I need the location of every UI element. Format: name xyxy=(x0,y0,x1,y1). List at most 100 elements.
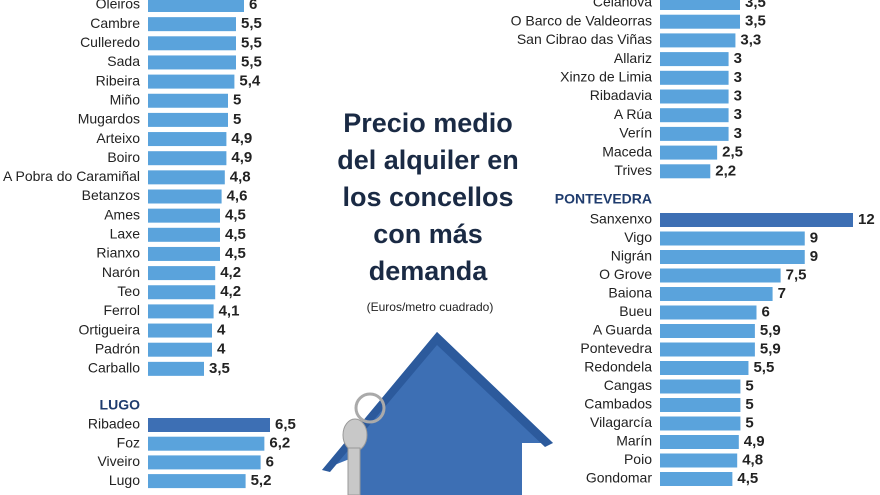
bar xyxy=(148,323,212,338)
category-label: Narón xyxy=(102,264,140,280)
value-label: 3 xyxy=(734,125,742,142)
value-label: 5,9 xyxy=(760,340,781,357)
bar xyxy=(660,89,729,104)
category-label: Cambre xyxy=(90,15,140,31)
value-label: 2,2 xyxy=(715,162,736,179)
category-label: Gondomar xyxy=(586,470,652,486)
category-label: Redondela xyxy=(584,359,652,375)
category-label: San Cibrao das Viñas xyxy=(517,31,652,47)
bar xyxy=(660,361,749,375)
bar xyxy=(148,361,204,376)
category-label: Baiona xyxy=(608,285,652,301)
bar xyxy=(148,227,220,242)
value-label: 6,5 xyxy=(275,416,296,433)
category-label: Ames xyxy=(104,206,140,222)
value-label: 6 xyxy=(266,453,274,470)
bar xyxy=(660,0,740,10)
category-label: Verín xyxy=(619,125,652,141)
category-label: Ribadavia xyxy=(590,87,652,103)
bar xyxy=(660,14,740,29)
value-label: 9 xyxy=(810,248,818,265)
value-label: 4 xyxy=(217,341,226,358)
category-label: Vilagarcía xyxy=(590,414,652,430)
category-label: A Pobra do Caramiñal xyxy=(3,168,140,184)
value-label: 2,5 xyxy=(722,144,743,161)
category-label: O Barco de Valdeorras xyxy=(511,12,652,28)
value-label: 4,9 xyxy=(231,130,252,147)
value-label: 5 xyxy=(233,111,241,128)
bar xyxy=(148,93,228,108)
category-label: Ribeira xyxy=(96,72,141,88)
bar xyxy=(148,474,246,489)
category-label: Teo xyxy=(117,283,140,299)
value-label: 4,2 xyxy=(220,283,241,300)
group-title: LUGO xyxy=(100,397,141,413)
bar xyxy=(660,268,781,283)
bar xyxy=(660,416,741,431)
bar xyxy=(148,208,220,223)
value-label: 4,6 xyxy=(227,187,248,204)
bar xyxy=(660,287,773,301)
bar xyxy=(660,305,757,320)
bar xyxy=(660,33,736,48)
value-label: 4,8 xyxy=(230,168,251,185)
chart-title: Precio medio xyxy=(343,108,513,138)
category-label: Cambados xyxy=(584,396,652,412)
category-label: Arteixo xyxy=(96,130,140,146)
category-label: Betanzos xyxy=(82,187,140,203)
value-label: 5 xyxy=(745,414,753,431)
value-label: 4,5 xyxy=(225,245,246,262)
bar xyxy=(660,126,729,141)
bar xyxy=(660,250,805,264)
house-icon xyxy=(322,332,553,495)
value-label: 3 xyxy=(734,87,742,104)
category-label: Carballo xyxy=(88,360,140,376)
category-label: Oleiros xyxy=(96,0,140,12)
category-label: Foz xyxy=(117,434,140,450)
bar xyxy=(148,151,227,166)
value-label: 9 xyxy=(810,229,818,246)
bar xyxy=(148,112,228,127)
bar xyxy=(148,74,235,89)
group-title: PONTEVEDRA xyxy=(555,191,652,207)
value-label: 6 xyxy=(249,0,257,13)
value-label: 5 xyxy=(745,396,753,413)
value-label: 7 xyxy=(778,285,786,302)
bar xyxy=(660,213,853,227)
category-label: Xinzo de Limia xyxy=(560,69,652,85)
chart-title: con más xyxy=(373,219,483,249)
category-label: Celanova xyxy=(593,0,652,10)
bar xyxy=(148,246,220,261)
value-label: 12 xyxy=(858,211,875,228)
value-label: 4,5 xyxy=(225,207,246,224)
value-label: 7,5 xyxy=(786,266,807,283)
category-label: A Rúa xyxy=(614,106,652,122)
bar xyxy=(148,189,222,204)
category-label: Rianxo xyxy=(96,245,140,261)
value-label: 3,3 xyxy=(740,31,761,48)
value-label: 3 xyxy=(734,106,742,123)
value-label: 5,5 xyxy=(241,53,262,70)
bar xyxy=(148,0,244,12)
bar xyxy=(148,455,261,470)
category-label: Padrón xyxy=(95,340,140,356)
value-label: 6 xyxy=(762,303,770,320)
value-label: 4,8 xyxy=(742,451,763,468)
category-label: Miño xyxy=(110,91,141,107)
value-label: 5 xyxy=(233,92,241,109)
value-label: 4,5 xyxy=(737,470,758,487)
value-label: 5,9 xyxy=(760,322,781,339)
chart-title: del alquiler en xyxy=(337,145,519,175)
category-label: Culleredo xyxy=(80,34,140,50)
category-label: Boiro xyxy=(107,149,140,165)
bar xyxy=(660,324,755,338)
bar xyxy=(660,70,729,85)
bar xyxy=(148,36,236,51)
value-label: 3 xyxy=(734,69,742,86)
value-label: 3 xyxy=(734,50,742,67)
bar xyxy=(660,145,718,160)
value-label: 5 xyxy=(745,377,753,394)
chart-title: los concellos xyxy=(342,182,513,212)
value-label: 3,5 xyxy=(209,360,230,377)
